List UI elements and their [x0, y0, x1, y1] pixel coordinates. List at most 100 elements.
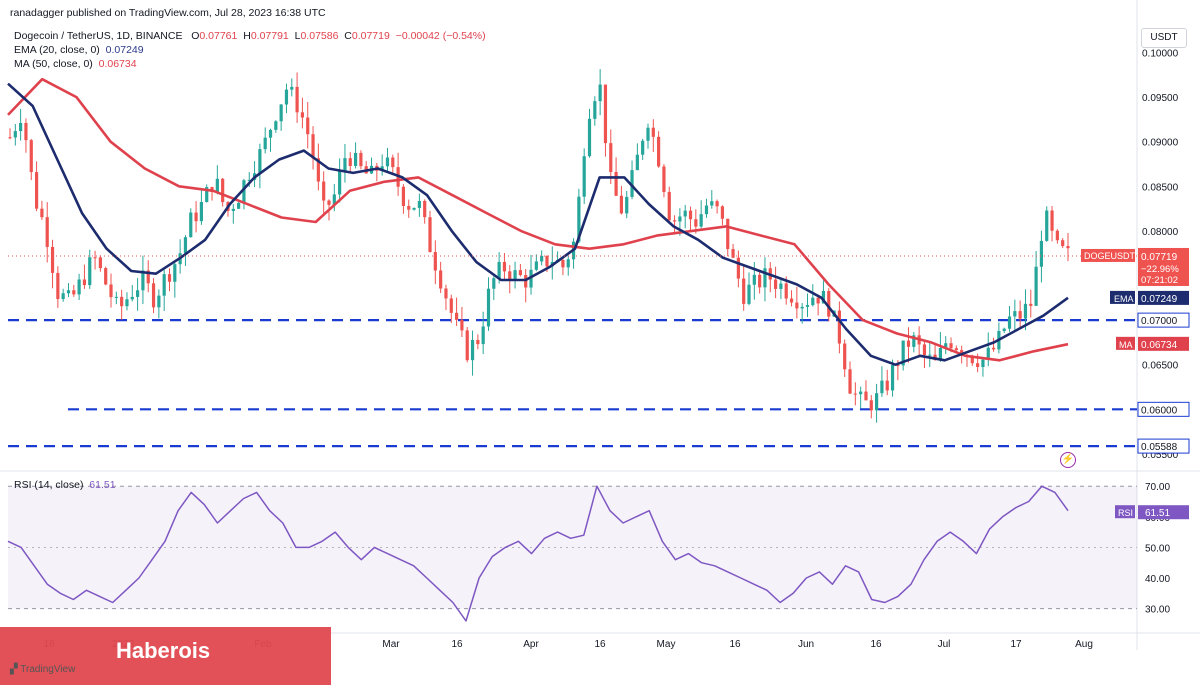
candle-body [412, 207, 416, 210]
currency-button[interactable]: USDT [1141, 28, 1187, 48]
candle-body [268, 129, 273, 138]
candle-body [151, 283, 156, 308]
candle-body [72, 290, 76, 295]
candle-body [837, 310, 841, 344]
rsi-tick-label: 50.00 [1145, 543, 1170, 554]
candle-body [912, 335, 916, 347]
candle-body [625, 196, 629, 214]
candle-body [407, 205, 411, 210]
flash-icon[interactable]: ⚡ [1060, 452, 1076, 468]
low-label: L [294, 30, 301, 42]
candle-body [529, 269, 533, 288]
ma-line [7, 77, 1069, 362]
countdown: 07:21:02 [1141, 275, 1178, 286]
ema-value: 0.07249 [1141, 294, 1178, 305]
candle-body [949, 343, 953, 349]
candle-body [991, 347, 996, 350]
candle-body [1023, 303, 1028, 319]
candle-body [343, 158, 347, 172]
candle-body [981, 359, 985, 367]
support-level-label: 0.06000 [1141, 405, 1178, 416]
candle-body [1066, 246, 1070, 249]
last-price-box [1138, 247, 1189, 286]
candle-body [954, 348, 958, 351]
candle-body [715, 201, 719, 207]
candle-body [428, 217, 432, 253]
candle-body [104, 268, 108, 285]
candle-body [773, 279, 778, 289]
candle-body [906, 340, 911, 347]
support-level-label: 0.05588 [1141, 442, 1178, 453]
candle-body [322, 181, 326, 201]
rsi-tick-label: 30.00 [1145, 605, 1170, 616]
ema-tag: EMA [1114, 294, 1134, 304]
time-axis-label: 16 [870, 639, 882, 650]
candle-body [157, 295, 161, 308]
time-axis-label: 17 [1010, 639, 1022, 650]
candle-body [890, 365, 895, 391]
time-axis-label: Mar [382, 639, 400, 650]
candle-body [311, 134, 315, 159]
candle-body [508, 271, 512, 281]
rsi-line [7, 485, 1069, 622]
candle-body [439, 270, 443, 289]
open-label: O [191, 30, 200, 42]
candle-body [603, 84, 608, 144]
candle-body [391, 157, 395, 168]
candle-body [284, 89, 289, 105]
candle-body [1018, 311, 1022, 319]
support-level-box [1137, 438, 1190, 454]
candle-body [88, 257, 92, 286]
candle-body [848, 369, 852, 394]
watermark-banner [0, 627, 331, 685]
candle-body [587, 118, 592, 157]
candle-body [1013, 311, 1017, 317]
ma-tag: MA [1119, 340, 1133, 350]
price-tick-label: 0.05500 [1142, 450, 1179, 461]
time-axis-label: Aug [1075, 639, 1093, 650]
candle-body [385, 157, 390, 167]
price-tick-label: 0.10000 [1142, 48, 1179, 59]
candle-body [944, 343, 948, 348]
candle-body [167, 274, 172, 282]
candle-body [1061, 240, 1065, 247]
candle-body [348, 158, 352, 166]
candle-body [141, 270, 145, 291]
ma-value: 0.06734 [1141, 340, 1178, 351]
ma-value-box [1138, 336, 1189, 351]
candle-body [731, 249, 735, 258]
candle-body [805, 305, 810, 307]
candle-body [609, 143, 613, 173]
open-value: 0.07761 [199, 30, 238, 42]
candle-body [816, 297, 820, 304]
candle-body [901, 340, 905, 366]
candle-body [784, 283, 788, 299]
candle-body [970, 355, 974, 364]
close-label: C [344, 30, 352, 42]
candle-body [194, 212, 198, 222]
candle-body [853, 393, 857, 395]
candle-body [880, 380, 884, 394]
watermark-name: Haberois [116, 638, 211, 663]
rsi-value: 61.51 [1145, 508, 1170, 519]
candle-body [93, 257, 97, 259]
candle-body [545, 255, 549, 267]
candle-body [300, 112, 305, 118]
candle-body [215, 178, 219, 192]
close-value: 0.07719 [351, 30, 390, 42]
candle-body [183, 237, 188, 254]
rsi-legend-label: RSI (14, close) [14, 479, 84, 491]
candle-body [460, 319, 464, 331]
last-price-change: −22.96% [1141, 264, 1179, 275]
candle-body [327, 200, 331, 205]
candle-body [593, 101, 597, 119]
price-tick-label: 0.09500 [1142, 93, 1179, 104]
candle-body [614, 172, 618, 196]
candle-body [726, 218, 730, 250]
candle-body [657, 136, 661, 167]
candle-body [338, 171, 342, 195]
ma-legend-value: 0.06734 [98, 58, 137, 70]
candle-body [747, 284, 751, 304]
candle-body [401, 186, 406, 206]
